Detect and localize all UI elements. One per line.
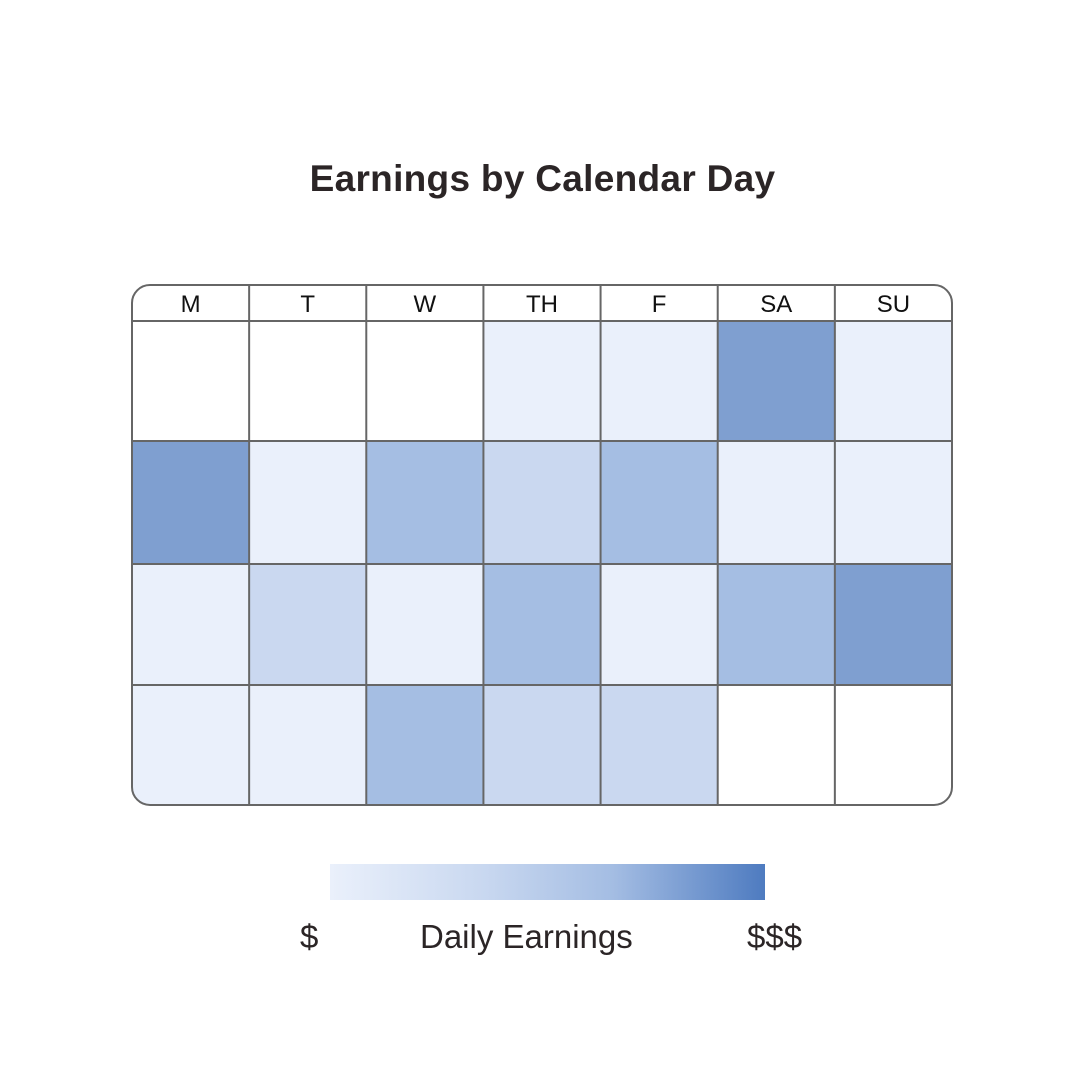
day-header-f: F: [652, 291, 667, 318]
heatmap-cell-su-week1: [834, 321, 952, 441]
day-header-sa: SA: [760, 291, 792, 318]
heatmap-cell-th-week3: [483, 564, 601, 685]
heatmap-cell-su-week4: [834, 685, 952, 805]
heatmap-cell-w-week4: [366, 685, 484, 805]
legend-min-label: $: [300, 918, 319, 955]
heatmap-cell-su-week2: [834, 441, 952, 564]
day-header-m: M: [181, 291, 201, 318]
heatmap-cell-t-week1: [249, 321, 367, 441]
heatmap-cell-th-week4: [483, 685, 601, 805]
day-header-su: SU: [877, 291, 910, 318]
heatmap-cell-t-week2: [249, 441, 367, 564]
heatmap-cell-w-week2: [366, 441, 484, 564]
heatmap-cells: [132, 321, 952, 805]
heatmap-cell-t-week3: [249, 564, 367, 685]
day-headers: M T W TH F SA SU: [181, 291, 911, 318]
heatmap-cell-sa-week2: [717, 441, 835, 564]
chart-title: Earnings by Calendar Day: [309, 158, 776, 199]
heatmap-cell-sa-week3: [717, 564, 835, 685]
legend-title: Daily Earnings: [420, 918, 633, 955]
heatmap-cell-f-week4: [600, 685, 718, 805]
heatmap-cell-t-week4: [249, 685, 367, 805]
heatmap-cell-th-week1: [483, 321, 601, 441]
heatmap-cell-m-week4: [132, 685, 250, 805]
heatmap-cell-m-week3: [132, 564, 250, 685]
day-header-th: TH: [526, 291, 558, 318]
calendar-border: [131, 284, 953, 806]
heatmap-cell-f-week2: [600, 441, 718, 564]
day-header-t: T: [300, 291, 315, 318]
heatmap-cell-f-week3: [600, 564, 718, 685]
heatmap-cell-f-week1: [600, 321, 718, 441]
heatmap-cell-m-week1: [132, 321, 250, 441]
legend-max-label: $$$: [747, 918, 803, 955]
legend-color-bar: [330, 864, 765, 900]
heatmap-cell-m-week2: [132, 441, 250, 564]
heatmap-cell-w-week1: [366, 321, 484, 441]
heatmap-cell-w-week3: [366, 564, 484, 685]
heatmap-cell-th-week2: [483, 441, 601, 564]
day-header-w: W: [414, 291, 437, 318]
heatmap-cell-sa-week4: [717, 685, 835, 805]
heatmap-gridlines: [132, 285, 952, 805]
heatmap-cell-sa-week1: [717, 321, 835, 441]
heatmap-cell-su-week3: [834, 564, 952, 685]
